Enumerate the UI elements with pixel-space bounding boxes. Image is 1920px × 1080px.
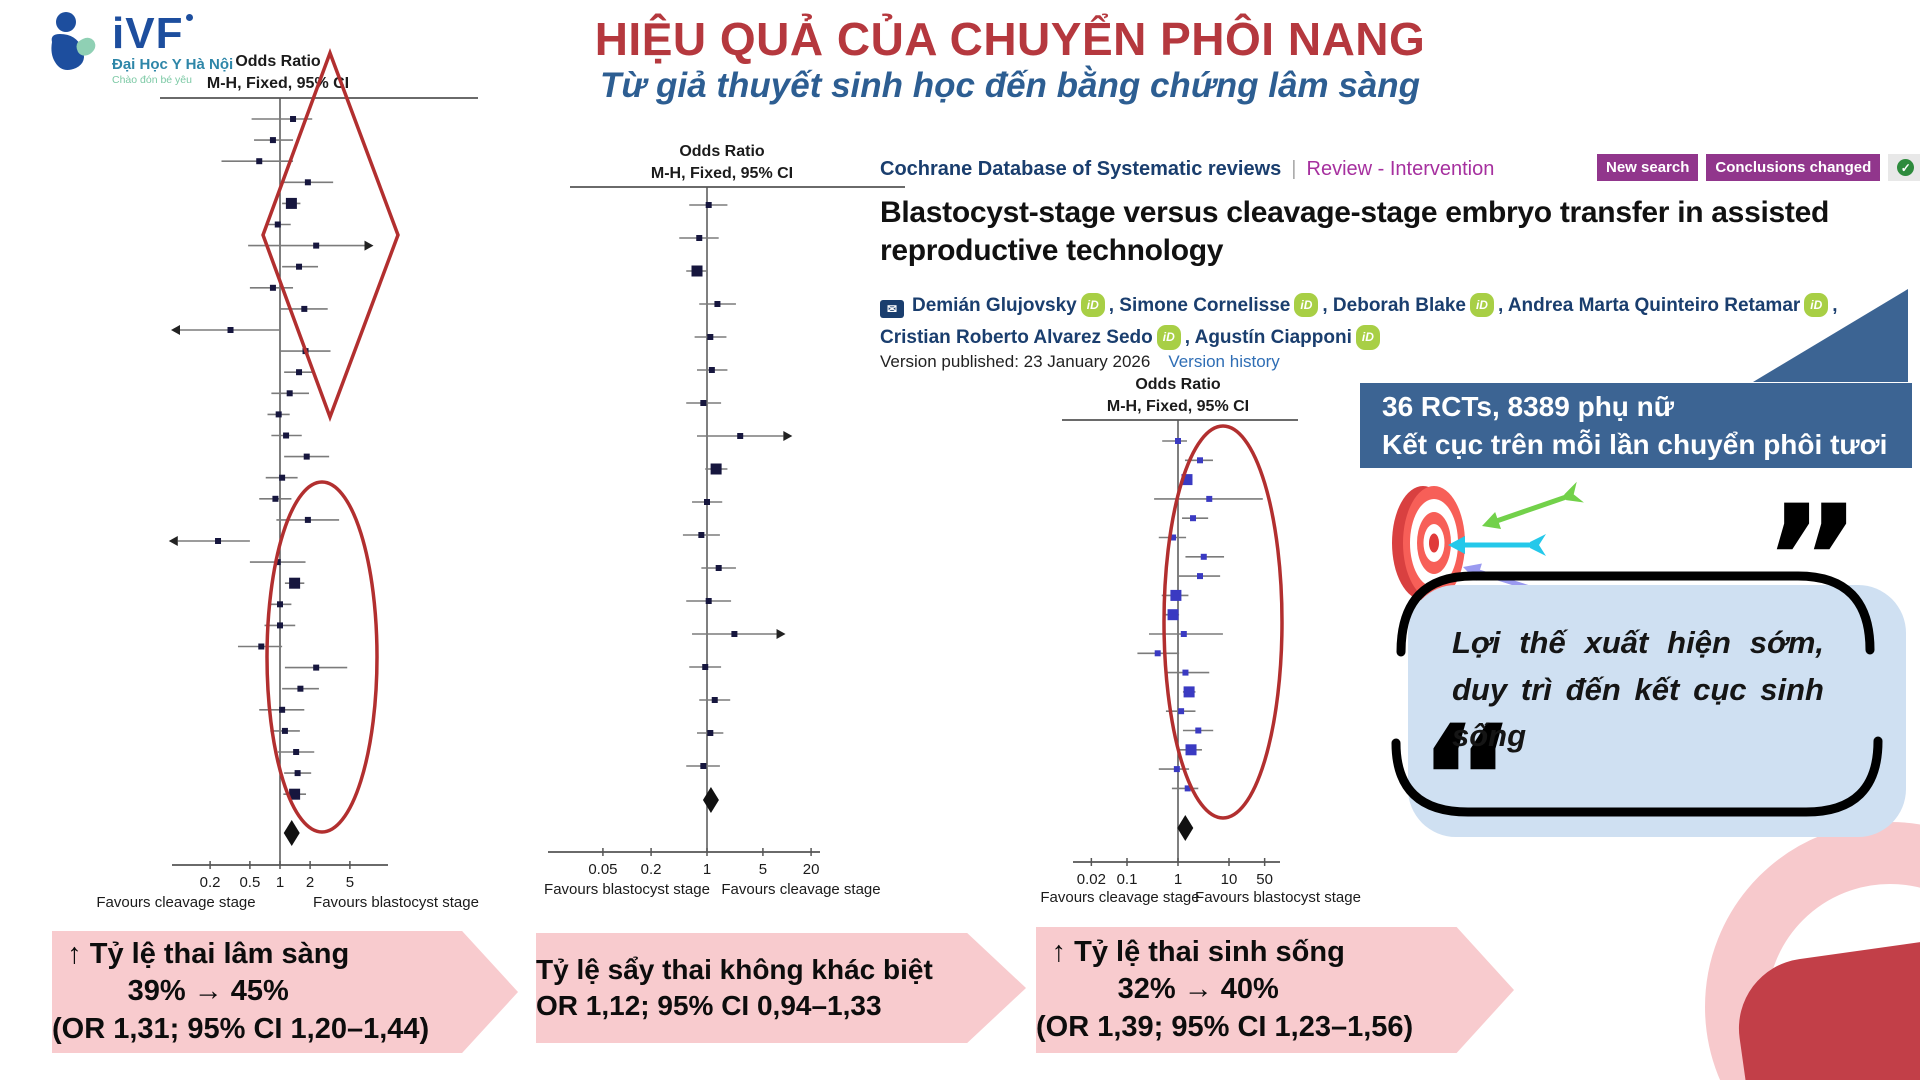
- status-badges: New search Conclusions changed ✓Full a: [1597, 154, 1920, 181]
- cochrane-source[interactable]: Cochrane Database of Systematic reviews: [880, 158, 1282, 180]
- svg-text:M-H, Fixed, 95% CI: M-H, Fixed, 95% CI: [651, 165, 793, 182]
- review-type: Review - Intervention: [1306, 158, 1495, 180]
- check-icon: ✓: [1897, 159, 1915, 176]
- forest-plot-miscarriage: Odds Ratio M-H, Fixed, 95% CI 0.05 0.2 1 5 20 F…: [544, 143, 905, 898]
- svg-text:1: 1: [703, 861, 711, 878]
- author-name[interactable]: Demián Glujovsky: [912, 295, 1077, 316]
- separator: |: [1291, 158, 1297, 180]
- svg-text:0.2: 0.2: [200, 874, 221, 891]
- result-box-live-birth: ↑ Tỷ lệ thai sinh sống 32% → 40% (OR 1,39;…: [1036, 927, 1514, 1053]
- svg-text:10: 10: [1221, 871, 1238, 888]
- svg-text:0.05: 0.05: [588, 861, 617, 878]
- forest-plot-live-birth: Odds Ratio M-H, Fixed, 95% CI 0.02 0.1 1 10 50…: [1040, 376, 1361, 906]
- author-line-2: Cristian Roberto Alvarez Sedo iD, Agustín…: [880, 322, 1920, 354]
- version-published: Version published: 23 January 2026: [880, 352, 1151, 371]
- author-name[interactable]: Deborah Blake: [1332, 295, 1466, 316]
- svg-text:Favours blastocyst stage: Favours blastocyst stage: [313, 894, 479, 911]
- ivf-person-icon: [48, 8, 106, 88]
- orcid-id-icon[interactable]: iD: [1080, 293, 1105, 318]
- svg-text:Odds Ratio: Odds Ratio: [1135, 376, 1221, 393]
- svg-text:2: 2: [306, 874, 314, 891]
- svg-text:0.2: 0.2: [641, 861, 662, 878]
- svg-text:5: 5: [759, 861, 767, 878]
- svg-text:0.1: 0.1: [1117, 871, 1138, 888]
- svg-text:Favours blastocyst stage: Favours blastocyst stage: [544, 881, 710, 898]
- quote-text: Lợi thế xuất hiện sớm, duy trì đến kết c…: [1452, 625, 1824, 753]
- logo-org-text: Đại Học Y Hà Nội: [112, 55, 234, 73]
- rct-callout: 36 RCTs, 8389 phụ nữ Kết cục trên mỗi lầ…: [1360, 383, 1912, 468]
- author-list: ✉ Demián Glujovsky iD, Simone Cornelisse iD…: [880, 290, 1920, 355]
- orcid-id-icon[interactable]: iD: [1156, 325, 1181, 350]
- logo-tagline-text: Chào đón bé yêu: [112, 73, 192, 86]
- version-line: Version published: 23 January 2026 Versio…: [880, 352, 1280, 372]
- rct-callout-line1: 36 RCTs, 8389 phụ nữ: [1382, 390, 1675, 422]
- result-line: (OR 1,39; 95% CI 1,23–1,56): [1036, 1010, 1414, 1043]
- result-line: (OR 1,31; 95% CI 1,20–1,44): [52, 1012, 430, 1045]
- version-history-link[interactable]: Version history: [1168, 352, 1280, 371]
- svg-text:0.02: 0.02: [1077, 871, 1106, 888]
- orcid-id-icon[interactable]: iD: [1355, 325, 1380, 350]
- result-line: 39% → 45%: [127, 975, 289, 1008]
- result-line: Tỷ lệ sẩy thai không khác biệt: [536, 954, 933, 986]
- svg-text:0.5: 0.5: [239, 874, 260, 891]
- result-line: 32% → 40%: [1117, 973, 1279, 1006]
- svg-text:1: 1: [1174, 871, 1182, 888]
- status-badge[interactable]: Conclusions changed: [1706, 154, 1881, 181]
- svg-text:Odds Ratio: Odds Ratio: [679, 143, 765, 160]
- orcid-id-icon[interactable]: iD: [1804, 293, 1829, 318]
- logo-dot: [186, 14, 194, 21]
- author-name[interactable]: Agustín Ciapponi: [1194, 327, 1352, 349]
- cyan-arrow-icon: [1448, 534, 1546, 556]
- svg-text:5: 5: [346, 874, 354, 891]
- orcid-id-icon[interactable]: iD: [1469, 293, 1494, 318]
- result-line: ↑ Tỷ lệ thai lâm sàng: [67, 938, 350, 971]
- author-name[interactable]: Andrea Marta Quinteiro Retamar: [1507, 295, 1801, 316]
- result-line: ↑ Tỷ lệ thai sinh sống: [1051, 936, 1345, 969]
- svg-text:Favours cleavage stage: Favours cleavage stage: [721, 881, 880, 898]
- target-icon: [1392, 486, 1465, 600]
- author-name[interactable]: Simone Cornelisse: [1119, 295, 1291, 316]
- ivf-logo: iVF Đại Học Y Hà Nội Chào đón bé yêu: [48, 8, 278, 88]
- logo-brand-text: iVF: [112, 9, 184, 58]
- page-title: HIỆU QUẢ CỦA CHUYỂN PHÔI NANG: [594, 13, 1426, 65]
- svg-text:20: 20: [803, 861, 820, 878]
- status-badge[interactable]: New search: [1597, 154, 1699, 181]
- article-title: Blastocyst-stage versus cleavage-stage e…: [880, 196, 1829, 268]
- author-name[interactable]: Cristian Roberto Alvarez Sedo: [880, 327, 1153, 349]
- close-quote-icon: ”: [1763, 474, 1862, 648]
- svg-text:1: 1: [276, 874, 284, 891]
- orcid-id-icon[interactable]: iD: [1294, 293, 1319, 318]
- svg-text:Favours blastocyst stage: Favours blastocyst stage: [1195, 889, 1361, 906]
- status-badge[interactable]: ✓Full a: [1888, 154, 1920, 181]
- result-box-miscarriage: Tỷ lệ sẩy thai không khác biệt OR 1,12; 9…: [536, 933, 1026, 1043]
- svg-text:M-H, Fixed, 95% CI: M-H, Fixed, 95% CI: [1107, 398, 1249, 415]
- email-icon[interactable]: ✉: [880, 300, 904, 319]
- result-line: OR 1,12; 95% CI 0,94–1,33: [536, 990, 882, 1021]
- green-arrow-icon: [1482, 481, 1584, 529]
- author-line-1: ✉ Demián Glujovsky iD, Simone Cornelisse iD…: [880, 290, 1920, 322]
- result-box-clinical-pregnancy: ↑ Tỷ lệ thai lâm sàng 39% → 45% (OR 1,31; …: [52, 931, 518, 1053]
- rct-callout-line2: Kết cục trên mỗi lần chuyển phôi tươi: [1382, 428, 1888, 460]
- page-subtitle: Từ giả thuyết sinh học đến bằng chứng lâ…: [599, 66, 1421, 105]
- svg-text:50: 50: [1256, 871, 1273, 888]
- svg-text:Favours cleavage stage: Favours cleavage stage: [96, 894, 255, 911]
- svg-text:Favours cleavage stage: Favours cleavage stage: [1040, 889, 1199, 906]
- cochrane-source-line: Cochrane Database of Systematic reviews |…: [880, 158, 1494, 181]
